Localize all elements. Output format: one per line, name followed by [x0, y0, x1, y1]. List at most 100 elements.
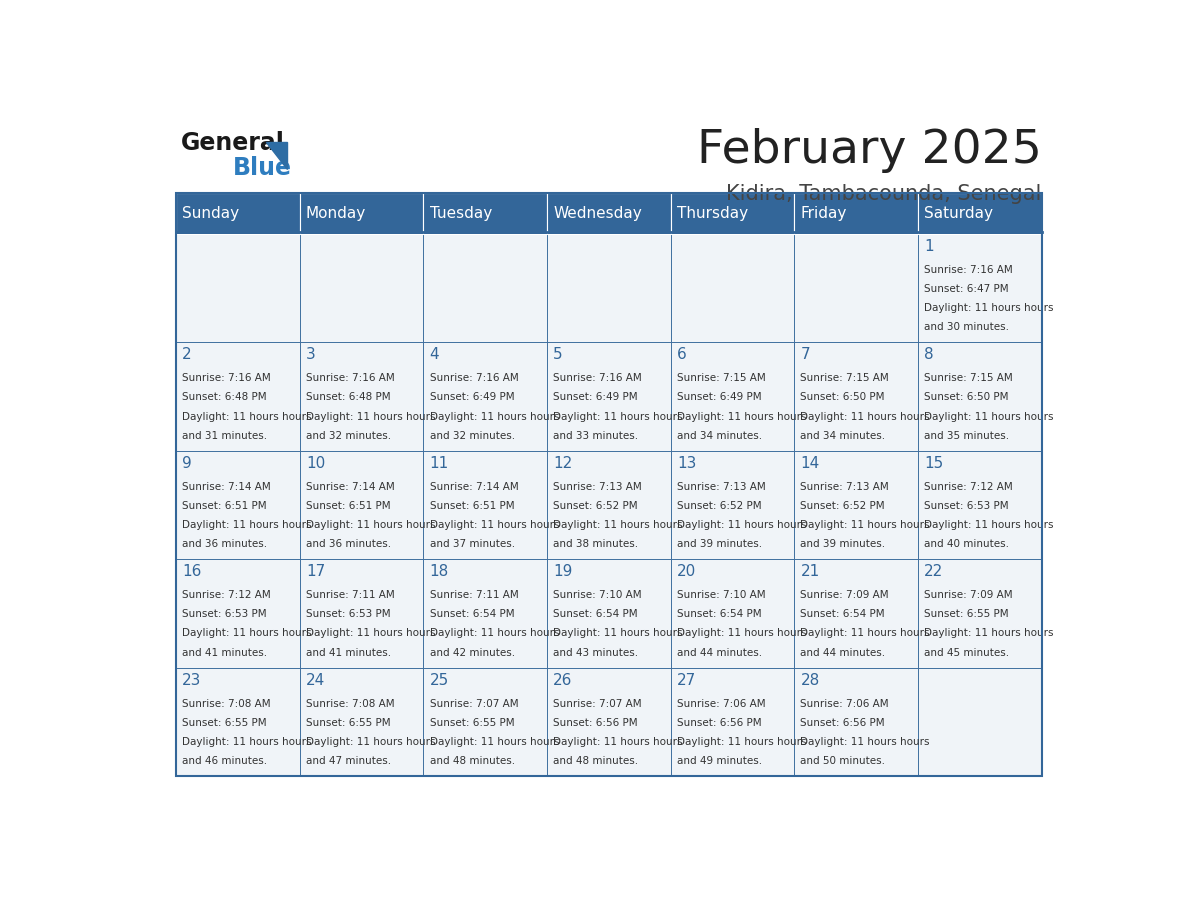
- Text: and 35 minutes.: and 35 minutes.: [924, 431, 1010, 441]
- Text: Sunrise: 7:14 AM: Sunrise: 7:14 AM: [182, 482, 271, 492]
- FancyBboxPatch shape: [299, 193, 423, 234]
- FancyBboxPatch shape: [176, 667, 299, 776]
- Text: and 40 minutes.: and 40 minutes.: [924, 539, 1009, 549]
- FancyBboxPatch shape: [671, 234, 795, 342]
- Text: 8: 8: [924, 347, 934, 363]
- Text: Sunrise: 7:16 AM: Sunrise: 7:16 AM: [307, 374, 394, 384]
- Text: Sunrise: 7:06 AM: Sunrise: 7:06 AM: [677, 699, 765, 709]
- Text: 25: 25: [430, 673, 449, 688]
- Text: Sunset: 6:51 PM: Sunset: 6:51 PM: [182, 501, 267, 511]
- Text: 6: 6: [677, 347, 687, 363]
- Text: 26: 26: [554, 673, 573, 688]
- Text: Daylight: 11 hours hours: Daylight: 11 hours hours: [801, 520, 930, 530]
- Text: Sunset: 6:51 PM: Sunset: 6:51 PM: [307, 501, 391, 511]
- Text: Monday: Monday: [307, 206, 366, 221]
- Text: and 37 minutes.: and 37 minutes.: [430, 539, 514, 549]
- Text: 23: 23: [182, 673, 202, 688]
- FancyBboxPatch shape: [423, 342, 546, 451]
- FancyBboxPatch shape: [299, 667, 423, 776]
- FancyBboxPatch shape: [671, 451, 795, 559]
- Text: Daylight: 11 hours hours: Daylight: 11 hours hours: [554, 520, 683, 530]
- FancyBboxPatch shape: [671, 667, 795, 776]
- Text: Sunset: 6:52 PM: Sunset: 6:52 PM: [554, 501, 638, 511]
- Text: Daylight: 11 hours hours: Daylight: 11 hours hours: [554, 629, 683, 638]
- Text: Daylight: 11 hours hours: Daylight: 11 hours hours: [554, 411, 683, 421]
- Text: Daylight: 11 hours hours: Daylight: 11 hours hours: [182, 411, 311, 421]
- Text: 18: 18: [430, 564, 449, 579]
- Text: Sunrise: 7:12 AM: Sunrise: 7:12 AM: [924, 482, 1013, 492]
- Text: 15: 15: [924, 455, 943, 471]
- Text: and 34 minutes.: and 34 minutes.: [801, 431, 885, 441]
- Text: 12: 12: [554, 455, 573, 471]
- Text: and 39 minutes.: and 39 minutes.: [801, 539, 885, 549]
- Text: and 48 minutes.: and 48 minutes.: [430, 756, 514, 766]
- Text: Tuesday: Tuesday: [430, 206, 492, 221]
- FancyBboxPatch shape: [546, 559, 671, 667]
- Text: Sunset: 6:53 PM: Sunset: 6:53 PM: [182, 610, 267, 620]
- Text: Sunrise: 7:08 AM: Sunrise: 7:08 AM: [307, 699, 394, 709]
- Text: and 34 minutes.: and 34 minutes.: [677, 431, 762, 441]
- Text: Daylight: 11 hours hours: Daylight: 11 hours hours: [677, 411, 807, 421]
- Text: Sunrise: 7:11 AM: Sunrise: 7:11 AM: [307, 590, 394, 600]
- FancyBboxPatch shape: [671, 342, 795, 451]
- Text: Sunset: 6:56 PM: Sunset: 6:56 PM: [801, 718, 885, 728]
- Text: Daylight: 11 hours hours: Daylight: 11 hours hours: [430, 629, 560, 638]
- Text: and 38 minutes.: and 38 minutes.: [554, 539, 638, 549]
- FancyBboxPatch shape: [299, 234, 423, 342]
- Text: Sunset: 6:48 PM: Sunset: 6:48 PM: [307, 393, 391, 402]
- FancyBboxPatch shape: [299, 451, 423, 559]
- Text: 21: 21: [801, 564, 820, 579]
- Text: 17: 17: [307, 564, 326, 579]
- Text: Daylight: 11 hours hours: Daylight: 11 hours hours: [677, 737, 807, 747]
- Text: 11: 11: [430, 455, 449, 471]
- Text: Sunrise: 7:16 AM: Sunrise: 7:16 AM: [430, 374, 518, 384]
- Text: Sunrise: 7:13 AM: Sunrise: 7:13 AM: [677, 482, 765, 492]
- FancyBboxPatch shape: [671, 559, 795, 667]
- FancyBboxPatch shape: [176, 193, 299, 234]
- Text: Thursday: Thursday: [677, 206, 748, 221]
- Text: Sunrise: 7:15 AM: Sunrise: 7:15 AM: [677, 374, 765, 384]
- Text: and 44 minutes.: and 44 minutes.: [801, 647, 885, 657]
- Text: Kidira, Tambacounda, Senegal: Kidira, Tambacounda, Senegal: [726, 185, 1042, 205]
- FancyBboxPatch shape: [918, 193, 1042, 234]
- Text: Sunrise: 7:13 AM: Sunrise: 7:13 AM: [554, 482, 642, 492]
- Text: Sunrise: 7:11 AM: Sunrise: 7:11 AM: [430, 590, 518, 600]
- FancyBboxPatch shape: [918, 451, 1042, 559]
- Text: and 46 minutes.: and 46 minutes.: [182, 756, 267, 766]
- Text: 1: 1: [924, 239, 934, 253]
- Text: Sunset: 6:56 PM: Sunset: 6:56 PM: [554, 718, 638, 728]
- FancyBboxPatch shape: [546, 451, 671, 559]
- Text: Daylight: 11 hours hours: Daylight: 11 hours hours: [307, 737, 436, 747]
- Text: and 41 minutes.: and 41 minutes.: [307, 647, 391, 657]
- Text: Sunset: 6:47 PM: Sunset: 6:47 PM: [924, 284, 1009, 294]
- Text: 3: 3: [307, 347, 316, 363]
- Text: Sunset: 6:53 PM: Sunset: 6:53 PM: [307, 610, 391, 620]
- Text: Sunrise: 7:14 AM: Sunrise: 7:14 AM: [307, 482, 394, 492]
- Text: and 36 minutes.: and 36 minutes.: [182, 539, 267, 549]
- FancyBboxPatch shape: [918, 234, 1042, 342]
- FancyBboxPatch shape: [546, 234, 671, 342]
- FancyBboxPatch shape: [299, 559, 423, 667]
- Text: Daylight: 11 hours hours: Daylight: 11 hours hours: [677, 629, 807, 638]
- Text: Sunrise: 7:12 AM: Sunrise: 7:12 AM: [182, 590, 271, 600]
- Text: and 44 minutes.: and 44 minutes.: [677, 647, 762, 657]
- FancyBboxPatch shape: [176, 234, 299, 342]
- Text: Daylight: 11 hours hours: Daylight: 11 hours hours: [801, 629, 930, 638]
- FancyBboxPatch shape: [795, 559, 918, 667]
- Text: Friday: Friday: [801, 206, 847, 221]
- Text: and 32 minutes.: and 32 minutes.: [307, 431, 391, 441]
- Text: Sunrise: 7:15 AM: Sunrise: 7:15 AM: [924, 374, 1013, 384]
- FancyBboxPatch shape: [795, 193, 918, 234]
- FancyBboxPatch shape: [423, 234, 546, 342]
- Text: Sunset: 6:56 PM: Sunset: 6:56 PM: [677, 718, 762, 728]
- Text: Sunrise: 7:09 AM: Sunrise: 7:09 AM: [801, 590, 889, 600]
- Text: Sunrise: 7:08 AM: Sunrise: 7:08 AM: [182, 699, 271, 709]
- FancyBboxPatch shape: [299, 342, 423, 451]
- Text: Sunset: 6:49 PM: Sunset: 6:49 PM: [554, 393, 638, 402]
- Text: and 31 minutes.: and 31 minutes.: [182, 431, 267, 441]
- Text: Sunset: 6:48 PM: Sunset: 6:48 PM: [182, 393, 267, 402]
- Text: Sunset: 6:49 PM: Sunset: 6:49 PM: [677, 393, 762, 402]
- Text: 13: 13: [677, 455, 696, 471]
- Text: 24: 24: [307, 673, 326, 688]
- Text: Sunset: 6:49 PM: Sunset: 6:49 PM: [430, 393, 514, 402]
